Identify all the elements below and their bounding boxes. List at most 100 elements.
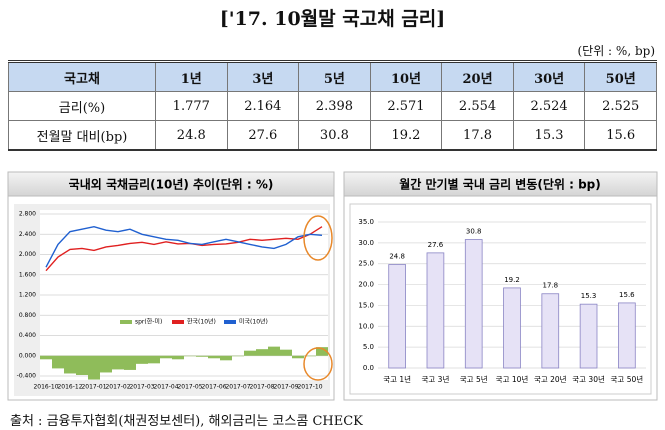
bar — [426, 252, 445, 369]
bar — [579, 303, 598, 369]
spread-bar — [160, 355, 172, 359]
spread-bar — [280, 349, 292, 356]
x-tick-label: 2016-10 — [33, 384, 58, 391]
x-tick-label: 2017-09 — [273, 384, 298, 391]
spread-bar — [244, 350, 256, 356]
unit-note: (단위 : %, bp) — [577, 44, 655, 58]
y-tick-label: 15.0 — [358, 301, 374, 309]
spread-bar — [184, 355, 196, 357]
y-tick-label: 1.600 — [19, 271, 36, 278]
x-tick-label: 2017-01 — [81, 384, 106, 391]
value-label: 30.8 — [466, 228, 482, 236]
value-label: 19.2 — [504, 276, 520, 284]
bar — [464, 239, 483, 369]
y-tick-label: 30.0 — [358, 239, 374, 247]
spread-bar — [268, 346, 280, 356]
series-line — [45, 225, 323, 268]
legend-label: spr(한-미) — [135, 318, 162, 326]
y-tick-label: 0.000 — [19, 352, 36, 359]
spread-bar — [148, 355, 160, 364]
header-cell: 10년 — [369, 60, 443, 92]
spread-bar — [304, 355, 316, 357]
x-tick-label: 국고 3년 — [421, 374, 449, 384]
value-label: 15.3 — [581, 292, 597, 300]
spread-bar — [124, 355, 136, 370]
table-cell: 2.525 — [584, 91, 657, 121]
table-cell: 2.524 — [512, 91, 586, 121]
value-label: 17.8 — [542, 282, 558, 290]
table-cell: 1.777 — [155, 91, 228, 121]
right-panel-header — [343, 171, 658, 197]
spread-bar — [172, 355, 184, 360]
legend-swatch — [120, 320, 132, 324]
y-tick-label: 0.400 — [19, 332, 36, 339]
y-tick-label: 0.0 — [363, 364, 374, 372]
y-tick-label: 10.0 — [358, 322, 374, 330]
table-cell: 2.554 — [441, 91, 514, 121]
header-cell: 국고채 — [8, 60, 156, 92]
value-label: 15.6 — [619, 291, 635, 299]
spread-bar — [112, 355, 124, 370]
table-cell: 2.164 — [226, 91, 300, 121]
highlight-circle — [303, 215, 333, 261]
value-label: 24.8 — [389, 253, 405, 261]
table-cell: 2.571 — [369, 91, 443, 121]
left-chart-title: 국내외 국채금리(10년) 추이(단위 : %) — [69, 177, 274, 192]
highlight-circle — [303, 347, 333, 381]
header-cell: 1년 — [155, 60, 228, 92]
table-row: 금리(%) 1.777 2.164 2.398 2.571 2.554 2.524 2.525 — [8, 91, 657, 121]
legend-label: 미국(10년) — [239, 318, 268, 326]
legend-swatch — [224, 320, 236, 324]
x-tick-label: 2017-05 — [177, 384, 202, 391]
x-tick-label: 2017-07 — [225, 384, 250, 391]
rate-table: 국고채 1년 3년 5년 10년 20년 30년 50년 금리(%) 1.777 2.164 2.39… — [8, 60, 657, 151]
legend-label: 한국(10년) — [187, 318, 216, 326]
table-cell: 17.8 — [441, 120, 514, 151]
x-tick-label: 국고 10년 — [496, 374, 529, 384]
table-row: 전월말 대비(bp) 24.8 27.6 30.8 19.2 17.8 15.3 15.6 — [8, 120, 657, 151]
bar — [503, 287, 521, 369]
spread-bar — [256, 349, 268, 356]
table-cell: 27.6 — [226, 120, 300, 151]
y-tick-label: 1.200 — [19, 292, 36, 299]
bar — [388, 264, 406, 369]
value-label: 27.6 — [428, 241, 444, 249]
x-tick-label: 2017-06 — [201, 384, 226, 391]
spread-bar — [52, 355, 64, 369]
spread-bar — [88, 355, 100, 380]
y-tick-label: 2.000 — [19, 251, 36, 258]
y-tick-label: 5.0 — [363, 343, 374, 351]
header-cell: 20년 — [441, 60, 514, 92]
x-tick-label: 2017-04 — [153, 384, 178, 391]
table-cell: 15.6 — [584, 120, 657, 151]
x-tick-label: 국고 1년 — [383, 374, 411, 384]
header-cell: 5년 — [298, 60, 371, 92]
row-label: 금리(%) — [8, 91, 156, 121]
table-cell: 24.8 — [155, 120, 228, 151]
left-panel-header — [7, 171, 335, 197]
y-tick-label: -0.400 — [17, 373, 37, 380]
table-cell: 2.398 — [298, 91, 371, 121]
x-tick-label: 2017-03 — [129, 384, 154, 391]
header-cell: 3년 — [226, 60, 300, 92]
y-tick-label: 35.0 — [358, 218, 374, 226]
header-row: 국고채 1년 3년 5년 10년 20년 30년 50년 — [8, 60, 657, 92]
spread-bar — [316, 347, 328, 356]
spread-bar — [136, 355, 148, 364]
page-title: ['17. 10월말 국고채 금리] — [219, 8, 446, 30]
spread-bar — [64, 355, 76, 374]
y-tick-label: 2.800 — [19, 211, 36, 218]
left-chart: 2.800 2.400 2.000 1.600 1.200 0.800 0.400 0.000… — [17, 211, 328, 391]
spread-bar — [220, 355, 232, 361]
table-cell: 15.3 — [512, 120, 586, 151]
x-tick-label: 국고 50년 — [611, 374, 644, 384]
bar — [618, 302, 636, 369]
bar — [541, 293, 560, 369]
x-tick-label: 2017-02 — [105, 384, 130, 391]
x-tick-label: 국고 5년 — [460, 374, 488, 384]
x-tick-label: 2016-12 — [57, 384, 82, 391]
y-tick-label: 25.0 — [358, 260, 374, 268]
spread-bar — [76, 355, 88, 375]
